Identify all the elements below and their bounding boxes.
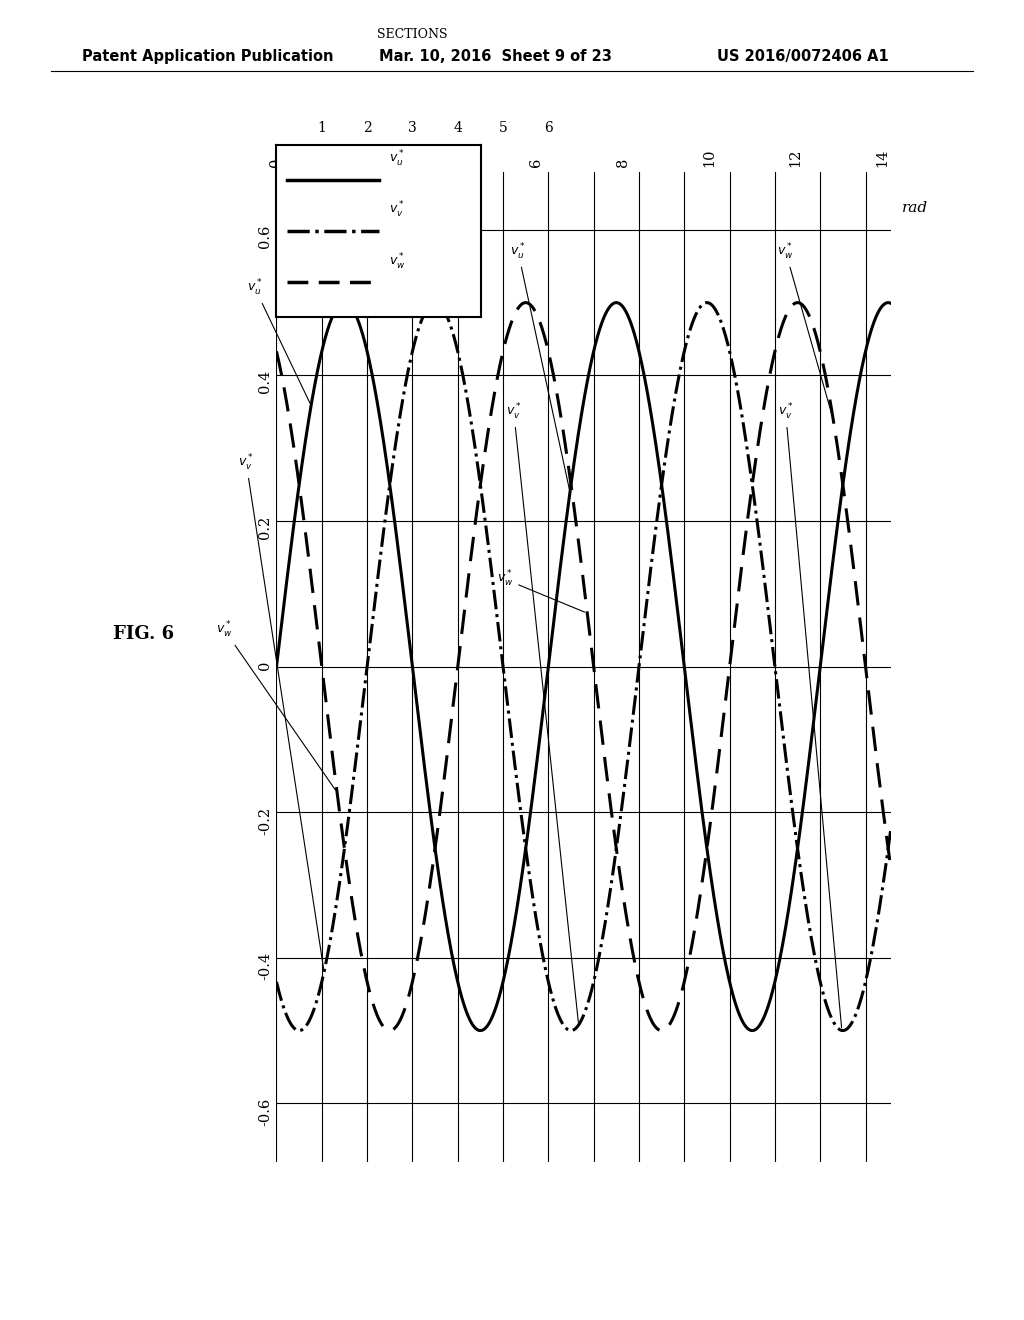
Text: 4: 4	[454, 121, 462, 135]
Text: $v_w^*$: $v_w^*$	[389, 252, 406, 272]
Text: $v_u^*$: $v_u^*$	[510, 242, 569, 490]
Text: Mar. 10, 2016  Sheet 9 of 23: Mar. 10, 2016 Sheet 9 of 23	[379, 49, 611, 63]
Text: $v_v^*$: $v_v^*$	[777, 401, 842, 1028]
Text: 1: 1	[317, 121, 327, 135]
Text: Patent Application Publication: Patent Application Publication	[82, 49, 334, 63]
Text: $v_w^*$: $v_w^*$	[497, 569, 585, 612]
Text: $v_v^*$: $v_v^*$	[389, 201, 404, 220]
Text: 3: 3	[408, 121, 417, 135]
Text: $v_w^*$: $v_w^*$	[216, 620, 336, 791]
Text: US 2016/0072406 A1: US 2016/0072406 A1	[717, 49, 889, 63]
Text: SECTIONS: SECTIONS	[377, 28, 447, 41]
Text: FIG. 6: FIG. 6	[113, 624, 174, 643]
Text: $v_u^*$: $v_u^*$	[247, 279, 310, 403]
Text: rad: rad	[902, 201, 928, 215]
Text: 2: 2	[362, 121, 372, 135]
Text: 6: 6	[544, 121, 553, 135]
Text: $v_v^*$: $v_v^*$	[239, 453, 324, 969]
Text: 5: 5	[499, 121, 508, 135]
Text: $v_w^*$: $v_w^*$	[777, 242, 833, 417]
Text: $v_u^*$: $v_u^*$	[389, 149, 404, 169]
Text: $v_v^*$: $v_v^*$	[506, 401, 579, 1022]
